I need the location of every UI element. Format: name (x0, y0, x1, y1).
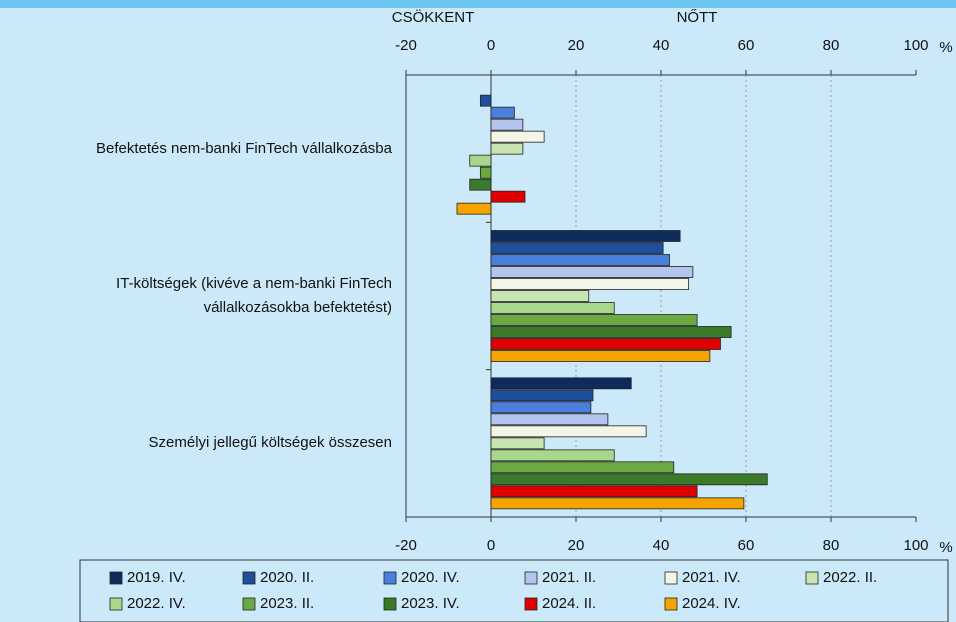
category-label: Személyi jellegű költségek összesen (148, 434, 392, 452)
bar (490, 130, 545, 143)
bar (490, 254, 670, 266)
legend-swatch (524, 597, 538, 611)
legend-label: 2022. IV. (127, 595, 186, 612)
x-tick-label: 100 (903, 537, 928, 554)
legend-swatch (383, 571, 397, 585)
bar (490, 302, 615, 314)
x-tick-label: 40 (653, 37, 670, 54)
legend-swatch (664, 597, 678, 611)
bar (479, 94, 492, 107)
bar (479, 166, 492, 179)
x-tick-label: 80 (823, 37, 840, 54)
x-tick-label: 60 (738, 537, 755, 554)
legend-label: 2021. IV. (682, 569, 741, 586)
bar (490, 118, 524, 131)
bar (469, 154, 492, 167)
legend-label: 2024. IV. (682, 595, 741, 612)
legend-swatch (805, 571, 819, 585)
legend-label: 2023. IV. (401, 595, 460, 612)
legend-swatch (383, 597, 397, 611)
bar (490, 278, 690, 290)
x-tick-label: 20 (568, 37, 585, 54)
legend-label: 2022. II. (823, 569, 877, 586)
bar (490, 473, 768, 486)
bar (490, 449, 615, 462)
bar (490, 461, 675, 474)
legend-swatch (664, 571, 678, 585)
x-tick-label: 20 (568, 537, 585, 554)
x-tick-label: 40 (653, 537, 670, 554)
bar (490, 413, 609, 426)
legend-label: 2023. II. (260, 595, 314, 612)
x-tick-label: 60 (738, 37, 755, 54)
legend-swatch (242, 597, 256, 611)
bar (490, 230, 681, 242)
legend-box (79, 559, 949, 622)
bar (469, 178, 492, 191)
top-strip (0, 0, 956, 8)
legend-swatch (242, 571, 256, 585)
bar (490, 338, 721, 350)
bar (490, 290, 590, 302)
legend-swatch (524, 571, 538, 585)
bar (490, 190, 526, 203)
bar (490, 314, 698, 326)
bar (490, 142, 524, 155)
bar (490, 497, 745, 510)
legend-swatch (109, 571, 123, 585)
bar (490, 485, 698, 498)
x-tick-label: 0 (487, 537, 495, 554)
bar (456, 202, 492, 215)
legend-label: 2024. II. (542, 595, 596, 612)
bar (490, 377, 632, 390)
legend-label: 2019. IV. (127, 569, 186, 586)
category-label: Befektetés nem-banki FinTech vállalkozás… (96, 139, 392, 157)
bar (490, 242, 664, 254)
legend-label: 2021. II. (542, 569, 596, 586)
bar (490, 106, 515, 119)
annotation: CSÖKKENT (392, 8, 475, 26)
unit-label: % (939, 539, 952, 556)
x-tick-label: 100 (903, 37, 928, 54)
x-tick-label: 80 (823, 537, 840, 554)
legend-swatch (109, 597, 123, 611)
unit-label: % (939, 39, 952, 56)
bar (490, 437, 545, 450)
x-tick-label: 0 (487, 37, 495, 54)
legend-label: 2020. II. (260, 569, 314, 586)
x-tick-label: -20 (395, 537, 417, 554)
bar (490, 326, 732, 338)
annotation: NŐTT (677, 9, 718, 26)
bar (490, 425, 647, 438)
category-label: IT-költségek (kivéve a nem-banki FinTech… (116, 275, 392, 316)
bar (490, 401, 592, 414)
legend-label: 2020. IV. (401, 569, 460, 586)
bar (490, 350, 711, 362)
bar (490, 266, 694, 278)
x-tick-label: -20 (395, 37, 417, 54)
bar (490, 389, 594, 402)
